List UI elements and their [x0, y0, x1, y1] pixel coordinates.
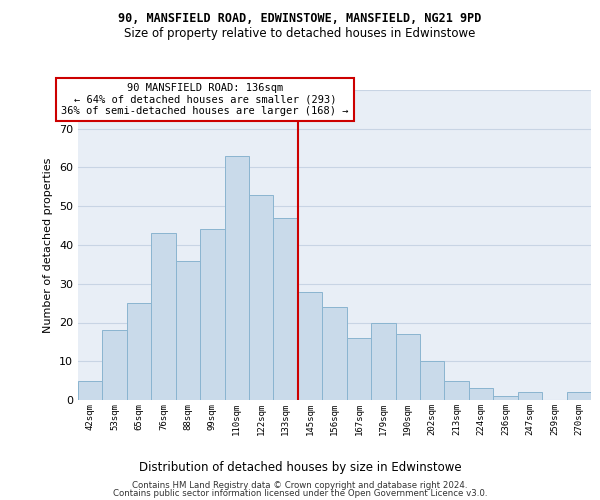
Y-axis label: Number of detached properties: Number of detached properties — [43, 158, 53, 332]
Bar — [493, 396, 518, 400]
Bar — [78, 380, 103, 400]
Text: Distribution of detached houses by size in Edwinstowe: Distribution of detached houses by size … — [139, 461, 461, 474]
Bar — [395, 334, 420, 400]
Bar — [224, 156, 249, 400]
Text: Size of property relative to detached houses in Edwinstowe: Size of property relative to detached ho… — [124, 28, 476, 40]
Bar — [566, 392, 591, 400]
Bar — [151, 234, 176, 400]
Bar — [469, 388, 493, 400]
Text: 90 MANSFIELD ROAD: 136sqm
← 64% of detached houses are smaller (293)
36% of semi: 90 MANSFIELD ROAD: 136sqm ← 64% of detac… — [61, 83, 349, 116]
Bar — [200, 230, 224, 400]
Text: Contains public sector information licensed under the Open Government Licence v3: Contains public sector information licen… — [113, 490, 487, 498]
Bar — [298, 292, 322, 400]
Bar — [176, 260, 200, 400]
Bar — [103, 330, 127, 400]
Bar — [518, 392, 542, 400]
Bar — [322, 307, 347, 400]
Bar — [445, 380, 469, 400]
Bar — [420, 361, 445, 400]
Bar — [347, 338, 371, 400]
Bar — [127, 303, 151, 400]
Bar — [371, 322, 395, 400]
Bar — [249, 194, 274, 400]
Bar — [274, 218, 298, 400]
Text: Contains HM Land Registry data © Crown copyright and database right 2024.: Contains HM Land Registry data © Crown c… — [132, 480, 468, 490]
Text: 90, MANSFIELD ROAD, EDWINSTOWE, MANSFIELD, NG21 9PD: 90, MANSFIELD ROAD, EDWINSTOWE, MANSFIEL… — [118, 12, 482, 26]
